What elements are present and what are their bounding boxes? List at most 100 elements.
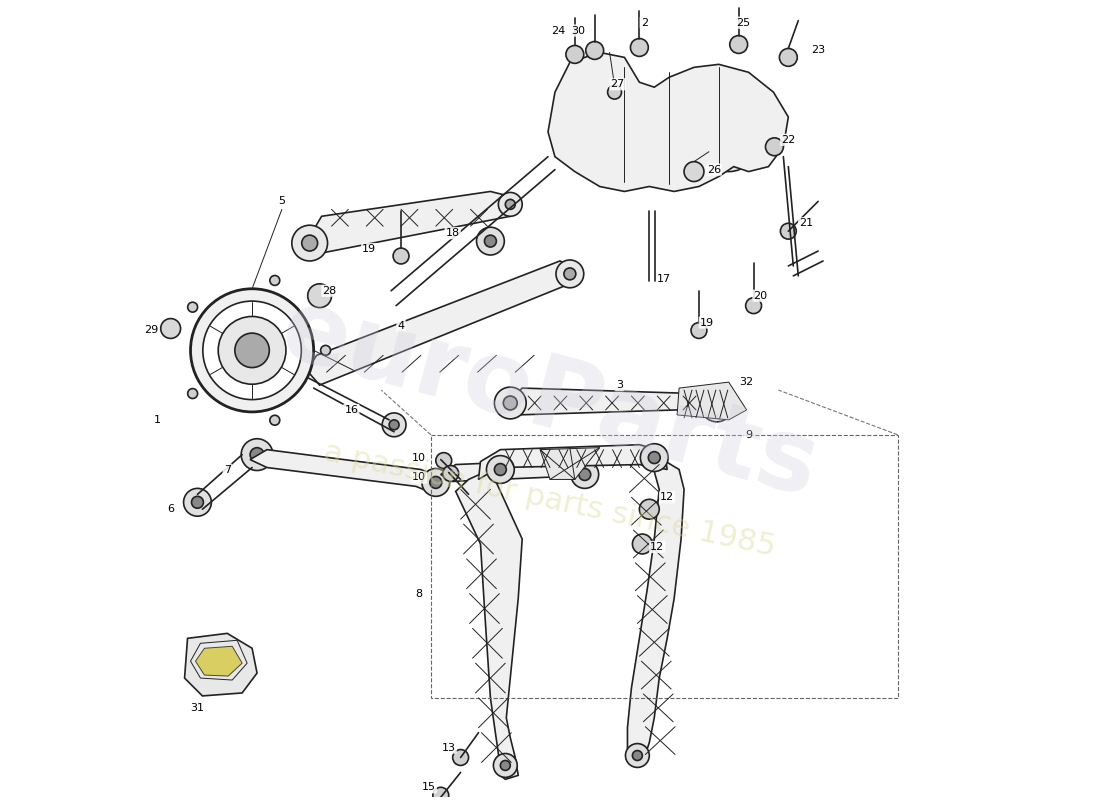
Text: 8: 8 (416, 589, 422, 598)
Circle shape (382, 413, 406, 437)
Circle shape (484, 235, 496, 247)
Circle shape (498, 193, 522, 216)
Circle shape (729, 35, 748, 54)
Circle shape (191, 496, 204, 508)
Circle shape (564, 268, 575, 280)
Circle shape (436, 453, 452, 469)
Circle shape (190, 289, 314, 412)
Text: a passion for parts since 1985: a passion for parts since 1985 (321, 437, 779, 562)
Circle shape (556, 260, 584, 288)
Circle shape (780, 223, 796, 239)
Circle shape (393, 248, 409, 264)
Circle shape (453, 750, 469, 766)
Polygon shape (510, 388, 718, 417)
Text: 25: 25 (737, 18, 750, 28)
Circle shape (691, 322, 707, 338)
Text: 3: 3 (616, 380, 623, 390)
Text: 12: 12 (660, 492, 674, 502)
Text: 28: 28 (322, 286, 337, 296)
Circle shape (188, 389, 198, 398)
Circle shape (218, 317, 286, 384)
Circle shape (607, 86, 621, 99)
Circle shape (161, 318, 180, 338)
Text: 4: 4 (397, 321, 405, 330)
Polygon shape (311, 191, 510, 253)
Circle shape (565, 46, 584, 63)
Text: 1: 1 (154, 415, 162, 425)
Text: 7: 7 (223, 465, 231, 474)
Circle shape (422, 469, 450, 496)
Text: 32: 32 (739, 377, 754, 387)
Text: 15: 15 (421, 782, 436, 792)
Circle shape (234, 333, 270, 367)
Text: 18: 18 (446, 228, 460, 238)
Circle shape (630, 38, 648, 57)
Circle shape (476, 227, 504, 255)
Circle shape (684, 162, 704, 182)
Circle shape (250, 448, 264, 462)
Circle shape (639, 499, 659, 519)
Polygon shape (250, 450, 441, 494)
Text: 21: 21 (799, 218, 813, 228)
Text: 19: 19 (362, 244, 376, 254)
Text: 31: 31 (190, 703, 205, 713)
Circle shape (698, 112, 759, 171)
Circle shape (500, 761, 510, 770)
Text: 30: 30 (571, 26, 585, 35)
Polygon shape (548, 53, 789, 191)
Circle shape (270, 415, 279, 426)
Text: 17: 17 (657, 274, 671, 284)
Circle shape (719, 133, 738, 150)
Polygon shape (540, 448, 600, 479)
Bar (431, 434, 898, 698)
Circle shape (746, 298, 761, 314)
Circle shape (241, 438, 273, 470)
Circle shape (202, 301, 301, 400)
Circle shape (632, 534, 652, 554)
Circle shape (632, 750, 642, 761)
Circle shape (505, 199, 515, 210)
Text: 20: 20 (754, 290, 768, 301)
Polygon shape (455, 470, 522, 779)
Circle shape (188, 302, 198, 312)
Text: 2: 2 (641, 18, 648, 28)
Text: 19: 19 (700, 318, 714, 327)
Text: 5: 5 (278, 196, 285, 206)
Circle shape (442, 466, 459, 482)
Text: 29: 29 (144, 326, 158, 335)
Circle shape (640, 444, 668, 471)
Circle shape (486, 456, 515, 483)
Circle shape (430, 477, 442, 488)
Text: 13: 13 (442, 742, 455, 753)
Polygon shape (441, 459, 590, 485)
Circle shape (494, 754, 517, 778)
Text: 23: 23 (811, 46, 825, 55)
Circle shape (710, 399, 724, 413)
Polygon shape (678, 382, 747, 420)
Circle shape (579, 469, 591, 481)
Circle shape (308, 284, 331, 308)
Circle shape (571, 461, 598, 488)
Polygon shape (185, 634, 257, 696)
Circle shape (504, 396, 517, 410)
Polygon shape (190, 640, 248, 680)
Circle shape (701, 390, 733, 422)
Text: euroParts: euroParts (271, 282, 829, 518)
Text: 9: 9 (745, 430, 752, 440)
Polygon shape (627, 454, 684, 759)
Text: 10: 10 (411, 473, 426, 482)
Circle shape (292, 226, 328, 261)
Circle shape (562, 114, 617, 170)
Text: 26: 26 (707, 165, 721, 174)
Circle shape (780, 49, 798, 66)
Text: 16: 16 (344, 405, 359, 415)
Circle shape (582, 134, 597, 150)
Circle shape (389, 420, 399, 430)
Circle shape (572, 124, 607, 160)
Circle shape (270, 275, 279, 286)
Circle shape (766, 138, 783, 156)
Circle shape (320, 346, 330, 355)
Circle shape (494, 387, 526, 419)
Polygon shape (307, 261, 578, 385)
Circle shape (184, 488, 211, 516)
